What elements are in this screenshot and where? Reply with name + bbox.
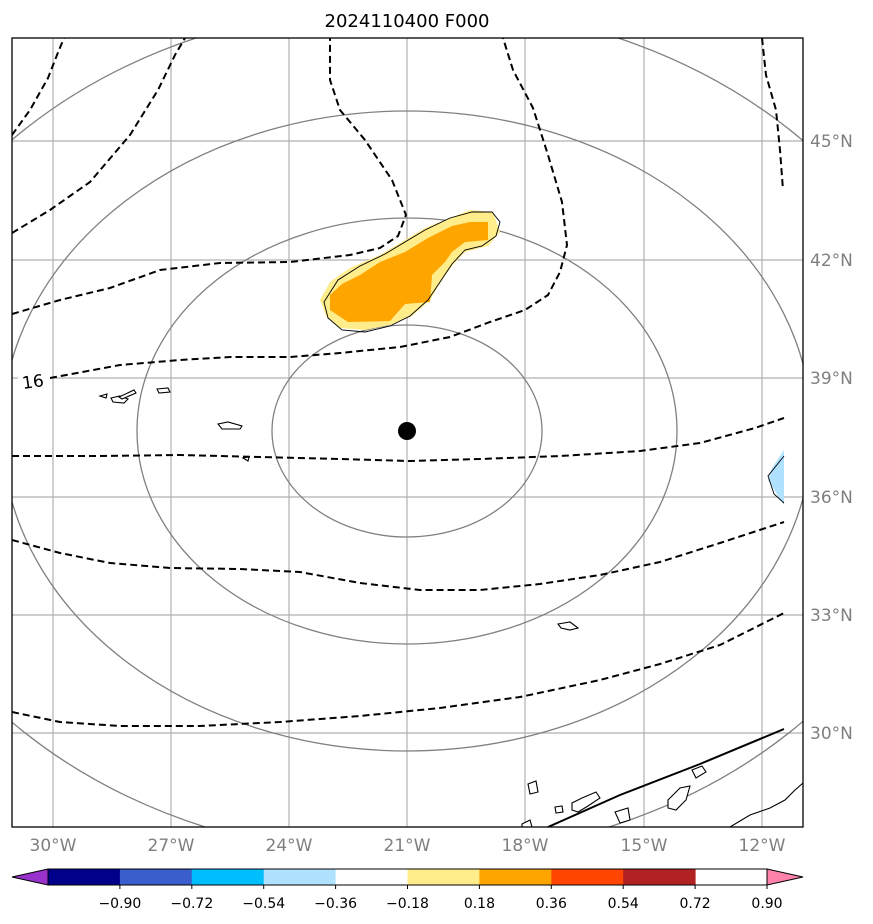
lat-label-42n: 42°N [810, 251, 853, 271]
colorbar-tick-label: −0.18 [386, 896, 429, 912]
lat-label-33n: 33°N [810, 606, 853, 626]
colorbar-swatches [12, 869, 803, 885]
distance-circle-1 [271, 324, 543, 538]
island-canary-1 [527, 780, 539, 795]
colorbar-swatch [191, 869, 265, 885]
island-madeira [217, 421, 243, 430]
lat-label-39n: 39°N [810, 369, 853, 389]
lon-label-21w: 21°W [384, 836, 431, 856]
latitude-labels: 45°N 42°N 39°N 36°N 33°N 30°N [810, 132, 853, 744]
dashed-contours [12, 38, 785, 727]
colorbar-swatch [48, 869, 121, 885]
shaded-anomaly [320, 210, 785, 505]
island-canary-7 [521, 819, 533, 827]
gridlines [12, 38, 803, 827]
colorbar-tick-label: −0.36 [314, 896, 357, 912]
distance-circle-2 [136, 217, 678, 645]
colorbar: −0.90 −0.72 −0.54 −0.36 −0.18 0.18 0.36 0.54 0.7… [11, 868, 804, 912]
center-marker [398, 422, 416, 440]
contour-line-5 [761, 38, 784, 191]
colorbar-swatch [623, 869, 696, 885]
island-canary-6 [691, 765, 707, 779]
colorbar-tick-label: −0.90 [98, 896, 141, 912]
colorbar-tick-label: −0.54 [242, 896, 285, 912]
distance-circles [12, 38, 803, 827]
colorbar-swatch [263, 869, 337, 885]
island-canary-2 [554, 805, 564, 814]
lat-label-30n: 30°N [810, 724, 853, 744]
colorbar-labels: −0.90 −0.72 −0.54 −0.36 −0.18 0.18 0.36 0.54 0.7… [98, 885, 783, 912]
anomaly-fill-dark [330, 222, 488, 322]
longitude-labels: 30°W 27°W 24°W 21°W 18°W 15°W 12°W [30, 836, 786, 856]
figure-title: 2024110400 F000 [325, 11, 490, 32]
lon-label-18w: 18°W [502, 836, 549, 856]
contour-line-4 [49, 38, 569, 379]
island-small-2 [557, 621, 580, 631]
lat-label-45n: 45°N [810, 132, 853, 152]
colorbar-swatch [407, 869, 480, 885]
anomaly-outline-blue [767, 455, 785, 504]
colorbar-swatch [479, 869, 552, 885]
contour-line-7 [12, 521, 785, 591]
island-azores-3 [117, 389, 137, 400]
solid-contour-line [547, 728, 785, 827]
island-azores-4 [156, 387, 171, 394]
island-azores-1 [98, 393, 108, 399]
island-canary-4 [614, 807, 631, 824]
colorbar-swatch [335, 869, 408, 885]
island-canary-3 [571, 791, 601, 813]
contour-line-3 [12, 38, 408, 315]
colorbar-tick-label: 0.72 [680, 896, 711, 912]
island-canary-5 [667, 785, 691, 811]
contour-line-8 [12, 612, 785, 727]
colorbar-tick-label: 0.36 [536, 896, 567, 912]
lon-label-30w: 30°W [30, 836, 77, 856]
colorbar-extend-high [767, 869, 803, 885]
colorbar-tick-label: 0.54 [608, 896, 639, 912]
colorbar-tick-label: 0.18 [464, 896, 495, 912]
lon-label-24w: 24°W [266, 836, 313, 856]
map-area: 16 [12, 38, 803, 827]
lon-label-12w: 12°W [739, 836, 786, 856]
map-frame [11, 37, 804, 828]
coastline-africa [729, 782, 803, 827]
lat-label-36n: 36°N [810, 488, 853, 508]
island-small-1 [241, 456, 250, 462]
anomaly-outline [323, 211, 501, 333]
colorbar-tick-label: 0.90 [751, 896, 782, 912]
colorbar-extend-low [12, 869, 48, 885]
contour-label: 16 [21, 371, 45, 394]
island-coastlines [98, 387, 707, 827]
colorbar-swatch [551, 869, 624, 885]
contour-line-2 [12, 38, 186, 234]
lon-label-27w: 27°W [148, 836, 195, 856]
anomaly-fill-blue [768, 450, 784, 505]
contour-line-1 [12, 38, 65, 136]
contour-line-6 [12, 417, 785, 463]
lon-label-15w: 15°W [621, 836, 668, 856]
colorbar-tick-label: −0.72 [170, 896, 213, 912]
distance-circle-3 [12, 110, 803, 752]
colorbar-swatch [119, 869, 193, 885]
